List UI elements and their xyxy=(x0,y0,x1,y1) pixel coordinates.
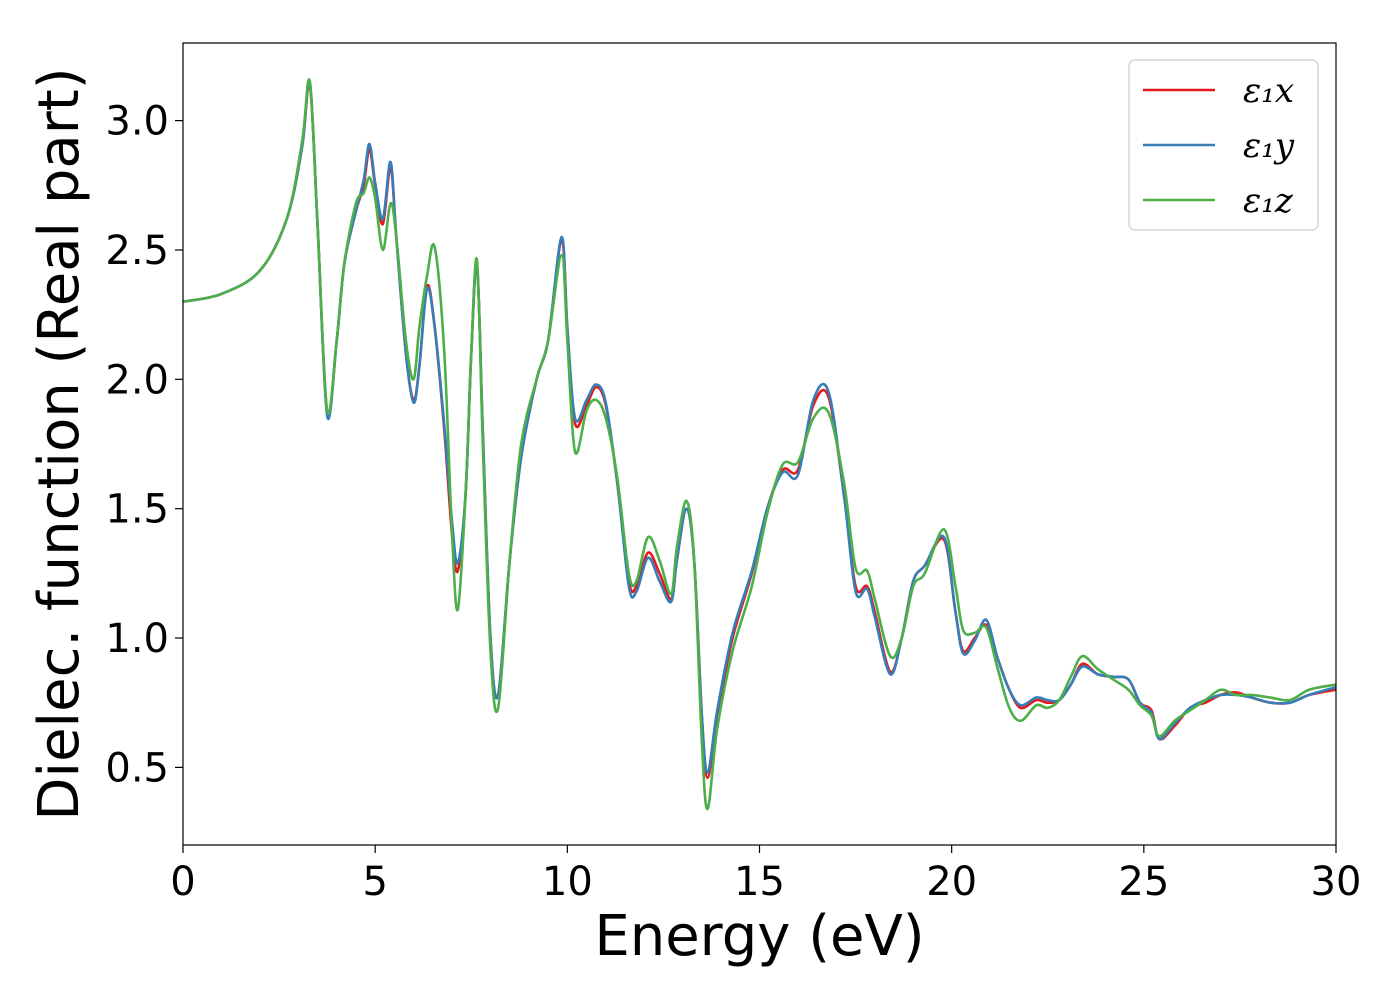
legend-box xyxy=(1128,59,1319,231)
x-tick-label: 5 xyxy=(362,859,387,905)
y-axis-title: Dielec. function (Real part) xyxy=(27,67,92,820)
legend: ε₁x ε₁y ε₁z xyxy=(1128,59,1319,231)
x-axis: 0 5 10 15 20 25 30 xyxy=(170,845,1361,905)
series-lines xyxy=(182,78,1337,811)
y-tick-label: 2.0 xyxy=(105,357,169,403)
x-tick-label: 30 xyxy=(1311,859,1362,905)
y-axis: 0.5 1.0 1.5 2.0 2.5 3.0 xyxy=(105,99,183,791)
y-tick-label: 1.0 xyxy=(105,616,169,662)
x-tick-label: 25 xyxy=(1118,859,1169,905)
legend-label: ε₁z xyxy=(1243,181,1294,221)
series-line-3 xyxy=(182,78,1337,811)
x-tick-label: 10 xyxy=(542,859,593,905)
x-tick-label: 15 xyxy=(734,859,785,905)
x-tick-label: 20 xyxy=(926,859,977,905)
y-tick-label: 2.5 xyxy=(105,228,169,274)
x-tick-label: 0 xyxy=(170,859,195,905)
y-tick-label: 0.5 xyxy=(105,745,169,791)
y-tick-label: 1.5 xyxy=(105,487,169,533)
series-line-2 xyxy=(182,78,1337,774)
legend-label: ε₁y xyxy=(1243,126,1295,166)
x-axis-title: Energy (eV) xyxy=(594,904,924,969)
y-tick-label: 3.0 xyxy=(105,99,169,145)
legend-label: ε₁x xyxy=(1243,71,1294,111)
